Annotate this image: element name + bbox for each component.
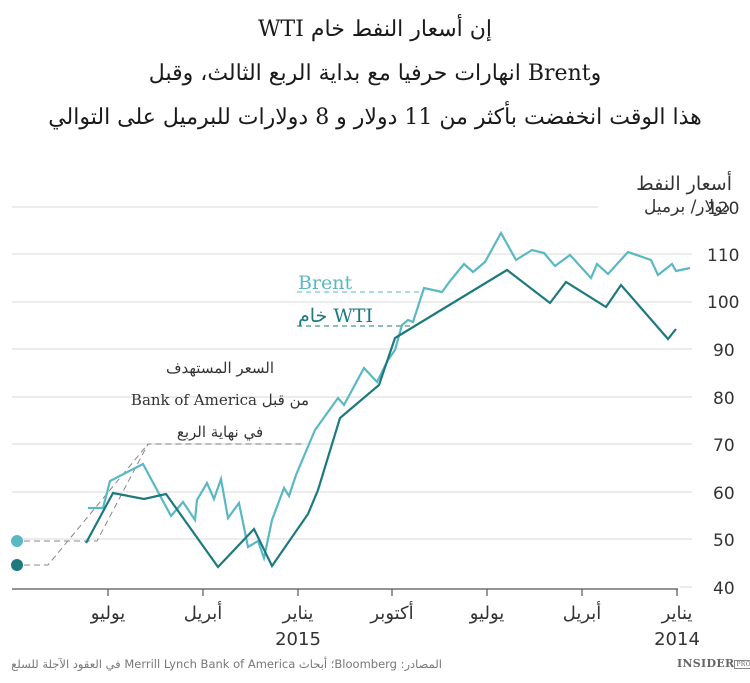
y-tick-70: 70 xyxy=(713,436,735,456)
y-axis-title: أسعار النفط xyxy=(636,173,732,195)
x-tick-year-2014: 2014 xyxy=(654,629,700,650)
brent-target-marker xyxy=(11,535,23,547)
wti-target-marker xyxy=(11,559,23,571)
y-tick-labels: 120 110 100 90 80 70 60 50 40 xyxy=(707,199,739,599)
target-dashed-lines xyxy=(24,443,305,566)
legend-brent: Brent xyxy=(298,272,353,294)
target-annotation: السعر المستهدف من قبل Bank of America في… xyxy=(120,352,320,448)
title-line-3: هذا الوقت انخفضت بأكثر من 11 دولار و 8 د… xyxy=(48,105,702,130)
x-tick-apr-2015: أبريل xyxy=(184,601,223,624)
insider-logo: INSIDER PRO xyxy=(677,657,750,670)
x-tick-jul-2015: يوليو xyxy=(90,603,126,624)
y-tick-120: 120 xyxy=(707,199,739,219)
x-tick-year-2015: 2015 xyxy=(275,629,321,650)
x-tick-labels: يوليو أبريل يناير 2015 أكتوبر يوليو أبري… xyxy=(90,601,700,650)
title-line-1: إن أسعار النفط خام WTI xyxy=(257,17,493,42)
y-tick-110: 110 xyxy=(707,246,739,266)
y-tick-60: 60 xyxy=(713,484,735,504)
gridlines xyxy=(12,206,692,588)
x-axis xyxy=(12,588,678,596)
legend-wti: خام WTI xyxy=(298,305,373,327)
x-tick-jan-2015: يناير xyxy=(282,603,314,624)
y-axis-unit: دولار/ برميل xyxy=(643,197,730,217)
y-tick-40: 40 xyxy=(713,579,735,599)
wti-line xyxy=(85,268,677,569)
source-note: المصادر: Bloomberg؛ أبحاث Merrill Lynch … xyxy=(11,657,442,671)
x-tick-jan-2014: يناير xyxy=(661,603,693,624)
annotation-line-2: من قبل Bank of America xyxy=(130,391,310,409)
logo-badge: PRO xyxy=(734,659,750,669)
logo-text: INSIDER xyxy=(677,657,735,670)
y-tick-80: 80 xyxy=(713,389,735,409)
y-tick-100: 100 xyxy=(707,293,739,313)
y-tick-50: 50 xyxy=(713,531,735,551)
y-tick-90: 90 xyxy=(713,341,735,361)
chart-title: إن أسعار النفط خام WTI وBrent انهارات حر… xyxy=(0,8,750,140)
annotation-line-1: السعر المستهدف xyxy=(165,359,275,377)
annotation-line-3: في نهاية الربع xyxy=(176,423,264,441)
title-line-2: وBrent انهارات حرفيا مع بداية الربع الثا… xyxy=(148,61,602,86)
x-tick-oct-2014: أكتوبر xyxy=(369,601,413,624)
x-tick-jul-2014: يوليو xyxy=(469,603,505,624)
x-tick-apr-2014: أبريل xyxy=(563,601,602,624)
